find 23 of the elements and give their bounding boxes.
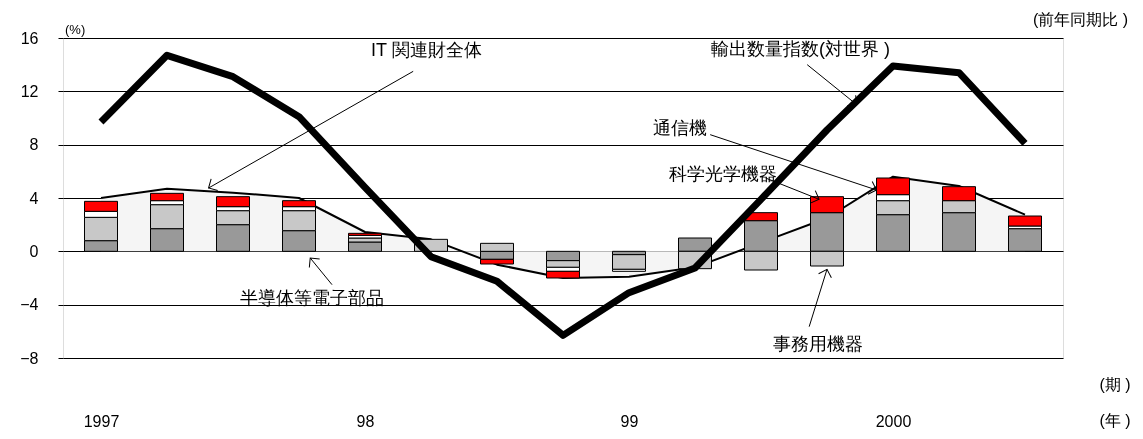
x-tick-label: 2000 bbox=[875, 412, 912, 430]
text: (年 ) bbox=[1099, 412, 1131, 429]
y-tick-label: 8 bbox=[29, 136, 39, 154]
y-tick-label: −4 bbox=[20, 296, 39, 314]
text: 事務用機器 bbox=[772, 333, 863, 354]
x-tick-label: 98 bbox=[356, 412, 375, 430]
bar bbox=[612, 254, 646, 270]
text: IT 関連財全体 bbox=[371, 39, 482, 60]
text: 通信機 bbox=[653, 117, 708, 138]
y-tick-label: 12 bbox=[20, 82, 39, 100]
y-tick-label: 0 bbox=[29, 242, 39, 260]
bar bbox=[150, 192, 184, 202]
series-label: 輸出数量指数(対世界 ) bbox=[711, 39, 891, 59]
y-tick-label: 16 bbox=[20, 29, 39, 47]
y-tick-label: −8 bbox=[20, 349, 39, 367]
x-tick-label: 99 bbox=[620, 412, 639, 430]
text: (前年同期比 ) bbox=[1032, 11, 1128, 28]
bar bbox=[216, 196, 250, 208]
y-tick-label: 4 bbox=[29, 189, 39, 207]
series-label: 科学光学機器 bbox=[669, 163, 778, 184]
x-tick-label: 1997 bbox=[83, 412, 120, 430]
text: (期 ) bbox=[1099, 376, 1131, 393]
y-axis-title: (%) bbox=[65, 22, 86, 37]
